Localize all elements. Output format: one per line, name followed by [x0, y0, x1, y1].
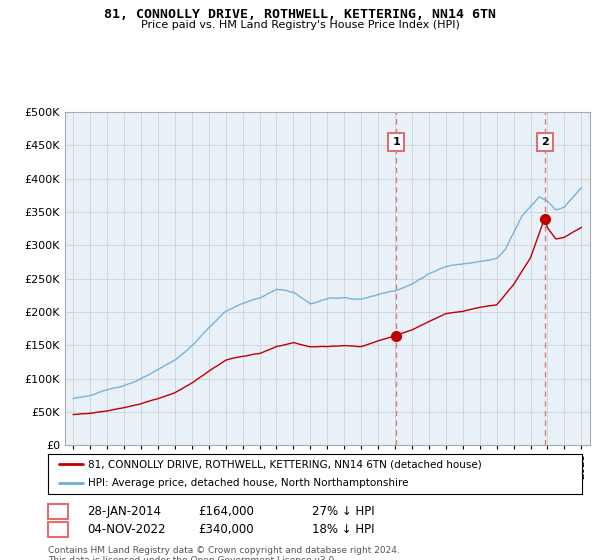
Text: 81, CONNOLLY DRIVE, ROTHWELL, KETTERING, NN14 6TN (detached house): 81, CONNOLLY DRIVE, ROTHWELL, KETTERING,… [88, 460, 482, 469]
Text: 18% ↓ HPI: 18% ↓ HPI [312, 523, 374, 536]
Text: 2: 2 [541, 137, 548, 147]
Text: £164,000: £164,000 [198, 505, 254, 518]
Text: 2: 2 [54, 523, 62, 536]
Text: 28-JAN-2014: 28-JAN-2014 [87, 505, 161, 518]
Text: 81, CONNOLLY DRIVE, ROTHWELL, KETTERING, NN14 6TN: 81, CONNOLLY DRIVE, ROTHWELL, KETTERING,… [104, 8, 496, 21]
Text: 1: 1 [392, 137, 400, 147]
Text: 27% ↓ HPI: 27% ↓ HPI [312, 505, 374, 518]
Text: HPI: Average price, detached house, North Northamptonshire: HPI: Average price, detached house, Nort… [88, 478, 409, 488]
Text: £340,000: £340,000 [198, 523, 254, 536]
Text: 04-NOV-2022: 04-NOV-2022 [87, 523, 166, 536]
Text: Price paid vs. HM Land Registry's House Price Index (HPI): Price paid vs. HM Land Registry's House … [140, 20, 460, 30]
Text: Contains HM Land Registry data © Crown copyright and database right 2024.
This d: Contains HM Land Registry data © Crown c… [48, 546, 400, 560]
Text: 1: 1 [54, 505, 62, 518]
